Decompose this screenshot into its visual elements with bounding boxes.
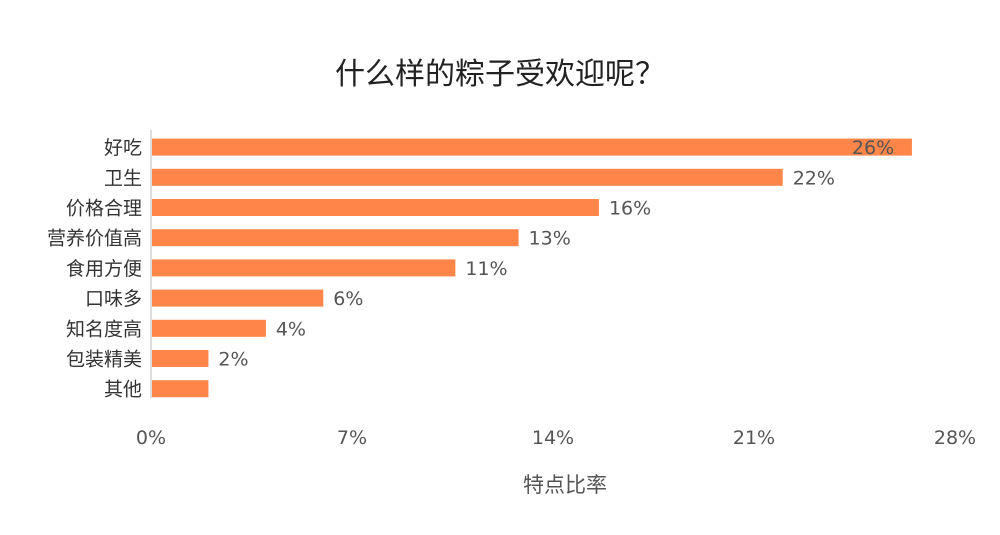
category-label: 价格合理 (66, 198, 142, 220)
x-tick-label: 0% (136, 427, 166, 449)
x-tick-label: 14% (532, 427, 574, 449)
category-label: 口味多 (85, 288, 142, 310)
data-label: 22% (793, 167, 835, 189)
data-label: 6% (333, 288, 363, 310)
x-tick-label: 21% (733, 427, 775, 449)
data-label: 2% (218, 349, 248, 371)
bar-3 (152, 199, 599, 216)
category-label: 其他 (104, 379, 142, 401)
bar-4 (152, 229, 519, 247)
bar-8 (152, 350, 209, 367)
x-tick-label: 7% (337, 427, 367, 449)
category-label: 包装精美 (66, 349, 142, 371)
data-label: 26% (852, 137, 894, 159)
category-label: 食用方便 (66, 258, 142, 280)
chart-title: 什么样的粽子受欢迎呢？ (335, 57, 665, 92)
bar-6 (152, 289, 324, 307)
category-label: 好吃 (104, 137, 142, 159)
bar-7 (152, 319, 266, 337)
data-labels-group: 26% 22% 16% 13% 11% 6% 4% 2% (218, 137, 894, 370)
bar-2 (152, 168, 783, 186)
bar-1 (152, 138, 912, 156)
data-label: 16% (609, 198, 651, 220)
x-axis-title: 特点比率 (523, 473, 607, 497)
bars-group (152, 138, 912, 398)
category-label: 知名度高 (66, 318, 142, 340)
bar-9 (152, 380, 209, 398)
bar-5 (152, 259, 456, 277)
x-tick-labels-group: 0% 7% 14% 21% 28% (136, 427, 976, 449)
x-tick-label: 28% (934, 427, 976, 449)
data-label: 11% (465, 258, 507, 280)
data-label: 4% (276, 318, 306, 340)
category-label: 营养价值高 (47, 228, 142, 250)
category-label: 卫生 (104, 167, 142, 189)
data-label: 13% (529, 228, 571, 250)
